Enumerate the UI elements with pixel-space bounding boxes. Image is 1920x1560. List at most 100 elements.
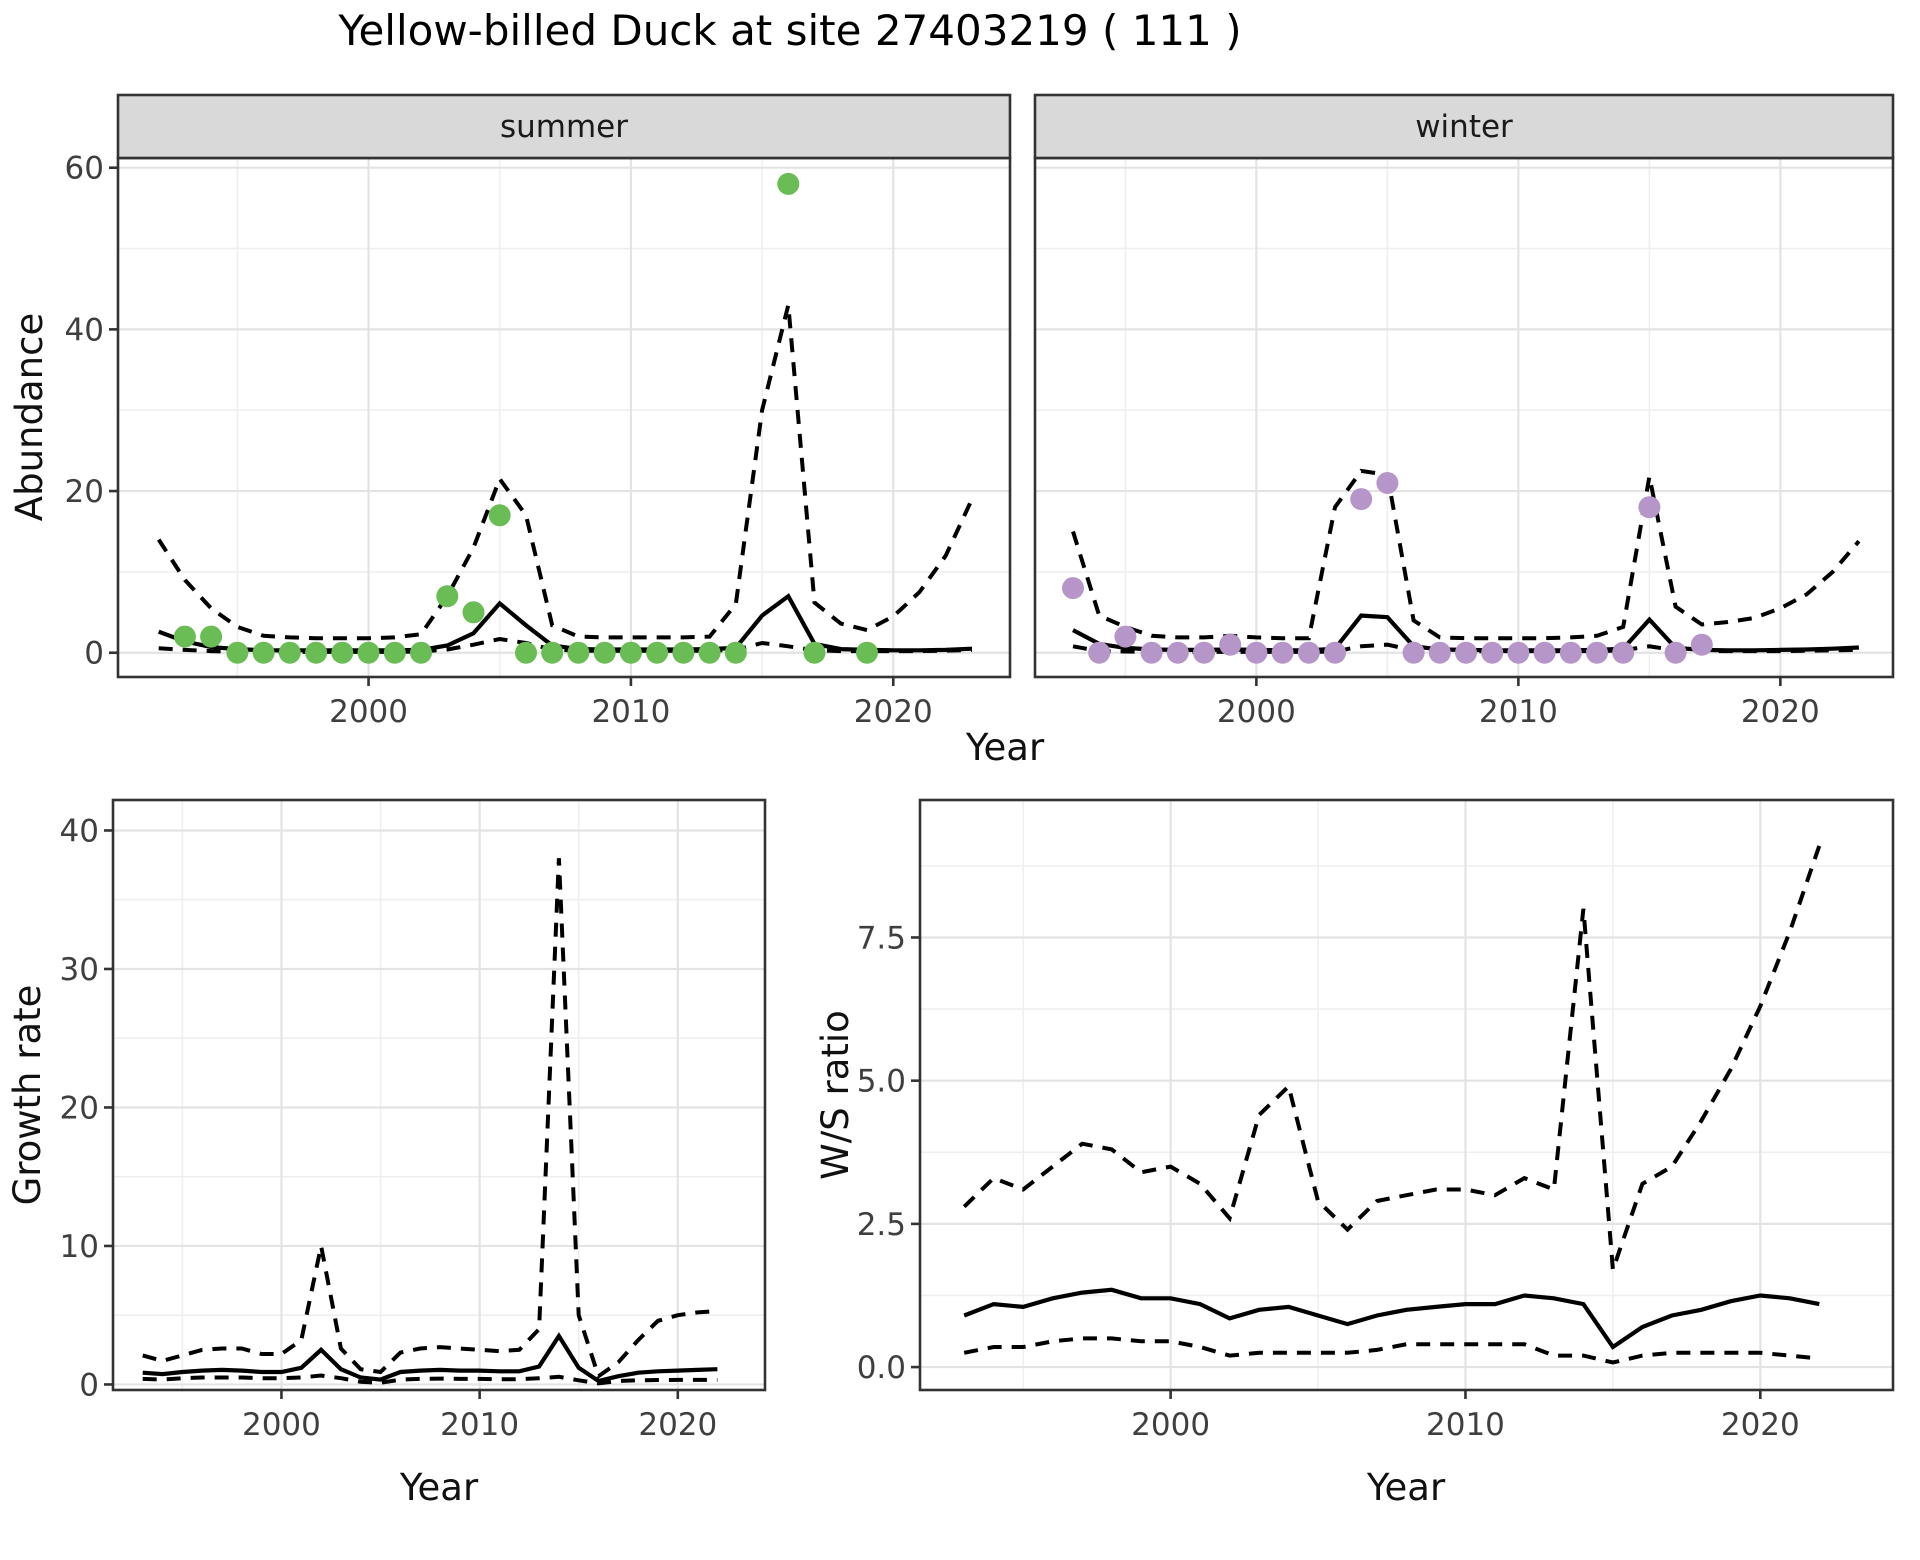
y-axis-title-abundance: Abundance	[8, 313, 51, 521]
y-tick-label: 60	[65, 151, 104, 187]
observed-point	[278, 641, 301, 664]
observed-point	[1062, 577, 1084, 600]
observed-point	[383, 641, 406, 664]
facet-strip	[116, 93, 1012, 160]
observed-point	[1507, 641, 1530, 664]
x-tick-label: 2020	[1721, 1407, 1800, 1443]
fit-line	[142, 1332, 718, 1384]
y-axis-title-ws-ratio: W/S ratio	[814, 1010, 857, 1180]
observed-point	[1376, 472, 1399, 494]
panel-background	[118, 158, 1010, 677]
facet-strip	[1033, 93, 1895, 160]
panel-background	[113, 800, 765, 1390]
x-axis-title-year-ws: Year	[1366, 1466, 1446, 1509]
observed-point	[226, 641, 249, 664]
observed-point	[1088, 641, 1111, 664]
x-tick-label: 2010	[1479, 694, 1558, 730]
observed-point	[1690, 633, 1713, 656]
observed-point	[1219, 633, 1242, 656]
observed-point	[1559, 641, 1582, 664]
observed-point	[1664, 641, 1687, 664]
fit-line	[963, 1287, 1820, 1350]
observed-point	[619, 641, 642, 664]
observed-point	[1166, 641, 1189, 664]
observed-point	[200, 625, 223, 648]
observed-point	[1350, 488, 1373, 511]
observed-point	[777, 172, 800, 195]
panel-growth_rate: 2000 2010 2020 0 10 20 30 40	[60, 798, 767, 1443]
x-tick-label: 2020	[854, 694, 933, 730]
observed-point	[646, 641, 669, 664]
observed-point	[593, 641, 616, 664]
observed-point	[698, 641, 721, 664]
panel-data-layer	[142, 858, 718, 1386]
observed-point	[803, 641, 826, 664]
ci-upper-line	[962, 845, 1822, 1271]
observed-point	[1612, 641, 1635, 664]
observed-point	[1324, 641, 1346, 664]
y-tick-label: 10	[60, 1229, 99, 1265]
y-tick-label: 0.0	[857, 1350, 906, 1386]
x-tick-label: 2020	[1741, 694, 1820, 730]
observed-point	[1271, 641, 1294, 664]
y-axis-title-growth-rate: Growth rate	[6, 985, 49, 1206]
panel-border	[111, 798, 767, 1392]
ci-upper-line	[157, 304, 974, 641]
panel-winter-abundance: winter 2000 2010 2020	[1033, 93, 1895, 730]
x-tick-label: 2010	[440, 1407, 519, 1443]
panel-summer-abundance: summer 2000 2010 2020 0 20 40 60	[65, 93, 1012, 730]
y-tick-label: 0	[79, 1367, 99, 1403]
observed-point	[856, 641, 878, 664]
facet-strip-label: winter	[1415, 109, 1513, 145]
observed-point	[672, 641, 695, 664]
panel-data-layer	[962, 845, 1822, 1365]
observed-point	[1455, 641, 1477, 664]
observed-point	[1245, 641, 1268, 664]
observed-point	[436, 585, 459, 608]
page-title: Yellow-billed Duck at site 27403219 ( 11…	[338, 6, 1242, 55]
panel-border	[918, 798, 1895, 1392]
x-tick-label: 2000	[1131, 1407, 1210, 1443]
x-tick-label: 2010	[591, 694, 670, 730]
y-tick-label: 40	[65, 312, 104, 348]
y-tick-label: 20	[60, 1090, 99, 1126]
observed-point	[724, 641, 747, 664]
observed-point	[1140, 641, 1163, 664]
observed-point	[1114, 625, 1137, 648]
panel-data-layer	[157, 172, 974, 664]
y-tick-label: 20	[65, 474, 104, 510]
observed-point	[1428, 641, 1451, 664]
panel-data-layer	[1062, 468, 1861, 664]
y-tick-label: 2.5	[857, 1207, 906, 1243]
y-tick-label: 0	[84, 636, 104, 672]
ci-upper-line	[142, 858, 718, 1380]
x-axis-title-year-top: Year	[965, 726, 1045, 769]
x-tick-label: 2010	[1426, 1407, 1505, 1443]
x-tick-label: 2000	[242, 1407, 321, 1443]
observed-point	[173, 625, 196, 648]
observed-point	[1586, 641, 1608, 664]
y-tick-label: 30	[60, 952, 99, 988]
observed-point	[1402, 641, 1425, 664]
observed-point	[541, 641, 564, 664]
observed-point	[357, 641, 380, 664]
x-tick-label: 2000	[329, 694, 408, 730]
ci-lower-line	[158, 636, 973, 654]
observed-point	[1481, 641, 1504, 664]
observed-point	[1193, 641, 1215, 664]
y-tick-label: 5.0	[857, 1064, 906, 1100]
panel-background	[920, 800, 1893, 1390]
observed-point	[1638, 496, 1661, 519]
y-tick-label: 7.5	[857, 920, 906, 956]
x-tick-label: 2000	[1217, 694, 1296, 730]
facet-strip-label: summer	[500, 109, 628, 145]
observed-point	[515, 641, 537, 664]
observed-point	[1297, 641, 1320, 664]
x-tick-label: 2020	[638, 1407, 717, 1443]
observed-point	[1533, 641, 1556, 664]
observed-point	[488, 504, 511, 527]
ci-lower-line	[142, 1373, 718, 1386]
y-tick-label: 40	[60, 813, 99, 849]
observed-point	[331, 641, 354, 664]
